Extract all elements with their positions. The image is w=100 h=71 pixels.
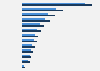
Bar [22, 20, 50, 22]
Bar [22, 8, 56, 10]
Bar [22, 10, 63, 11]
Bar [22, 15, 55, 16]
Bar [22, 67, 25, 68]
Bar [22, 29, 37, 30]
Bar [22, 56, 31, 58]
Bar [22, 34, 35, 36]
Bar [22, 65, 24, 67]
Bar [22, 30, 41, 32]
Bar [22, 3, 85, 4]
Bar [22, 39, 34, 41]
Bar [22, 18, 45, 20]
Bar [22, 13, 48, 15]
Bar [22, 60, 28, 61]
Bar [22, 49, 31, 51]
Bar [22, 41, 36, 42]
Bar [22, 4, 92, 6]
Bar [22, 36, 38, 37]
Bar [22, 25, 44, 27]
Bar [22, 51, 33, 53]
Bar [22, 44, 32, 46]
Bar [22, 23, 40, 25]
Bar [22, 55, 30, 56]
Bar [22, 46, 35, 48]
Bar [22, 61, 30, 63]
